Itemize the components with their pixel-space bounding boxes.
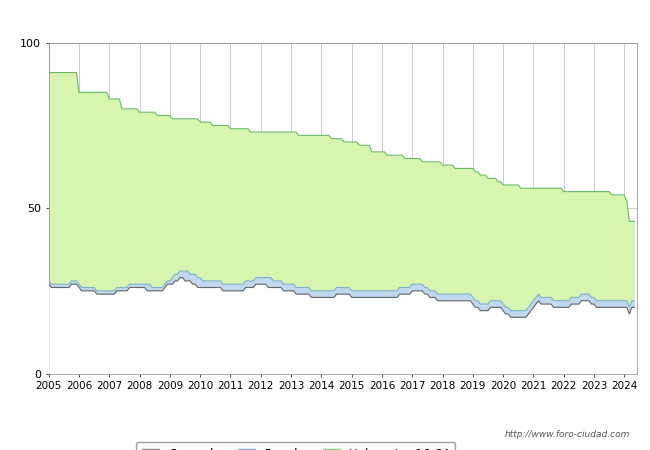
Text: http://www.foro-ciudad.com: http://www.foro-ciudad.com [505, 430, 630, 439]
Legend: Ocupados, Parados, Hab. entre 16-64: Ocupados, Parados, Hab. entre 16-64 [136, 442, 456, 450]
Text: Amusquillo - Evolucion de la poblacion en edad de Trabajar Mayo de 2024: Amusquillo - Evolucion de la poblacion e… [41, 10, 609, 23]
